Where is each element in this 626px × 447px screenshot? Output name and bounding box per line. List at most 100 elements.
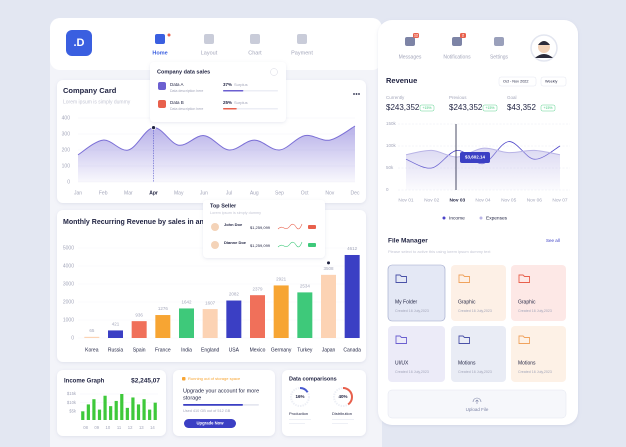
tooltip-label: $3,602.14 [465, 155, 486, 160]
bar [202, 309, 218, 338]
y-tick-label: 2000 [63, 299, 74, 305]
bar-value-label: 2534 [300, 284, 311, 289]
card-title: Data comparisons [289, 376, 337, 382]
item-icon [158, 82, 166, 90]
bar [273, 285, 289, 338]
x-tick-label: Feb [99, 190, 108, 196]
button-label[interactable]: Upgrade Now [197, 421, 225, 426]
progress [223, 90, 244, 92]
x-tick-label: Nov 07 [552, 197, 568, 203]
nav-item[interactable]: Layout [201, 50, 218, 56]
bar [125, 407, 129, 420]
item-note: Surplus [234, 100, 248, 105]
sparkline [277, 241, 303, 248]
x-tick-label: India [181, 347, 192, 353]
x-tick-label: England [201, 347, 220, 353]
folder-icon [458, 274, 470, 283]
stat-value: $43,352 [507, 103, 536, 112]
y-tick-label: $10k [67, 400, 77, 405]
header-label: Messages [399, 54, 422, 60]
avatar [211, 223, 219, 231]
select [498, 76, 537, 87]
nav-item[interactable]: Chart [248, 50, 262, 56]
x-tick-label: Canada [343, 347, 361, 353]
area [78, 126, 355, 182]
x-tick-label: Mar [124, 190, 133, 196]
warning-icon [182, 377, 186, 381]
x-tick-label: Nov 06 [527, 197, 543, 203]
link[interactable]: See all [546, 238, 560, 243]
x-tick-label: Apr [149, 190, 158, 196]
popup [203, 200, 325, 258]
logo-text: .D [74, 37, 85, 49]
select-label: Oct - Nov 2022 [503, 80, 529, 84]
highlight-point [151, 125, 156, 130]
card-value: $2,245,07 [131, 378, 160, 385]
y-tick-label: 0 [67, 179, 70, 185]
y-tick-label: 0 [71, 335, 74, 341]
donut-line [332, 423, 348, 424]
bar-value-label: 421 [112, 322, 120, 327]
change-badge [482, 104, 498, 112]
progress [183, 404, 243, 406]
folder-icon [518, 274, 530, 283]
x-tick-label: 10 [106, 425, 111, 430]
stat-value: $243,352 [449, 103, 483, 112]
seller-amount: $1,259,099 [250, 243, 271, 248]
donut-category: Production [289, 411, 308, 416]
bar [153, 402, 157, 420]
section-subtitle: Please select to active this using lorem… [388, 249, 491, 254]
bar-value-label: 936 [135, 312, 143, 317]
stat-label: Previous [449, 95, 467, 100]
bar-highlight [327, 261, 330, 265]
item-description: Data description here [170, 89, 203, 93]
y-tick-label: 100 [62, 163, 71, 169]
line [405, 147, 561, 158]
bar [148, 409, 152, 420]
right-panel [378, 20, 578, 425]
folder-icon [518, 335, 530, 344]
stat-value: $243,352 [386, 103, 420, 112]
bar [109, 406, 113, 420]
nav-icon [204, 34, 214, 44]
bar-value-label: 2921 [276, 277, 287, 282]
badge-label: 12 [414, 34, 418, 38]
menu-dot [355, 93, 358, 95]
x-tick-label: Spain [133, 347, 146, 353]
y-tick-label: 200 [62, 147, 71, 153]
bar [103, 395, 107, 420]
x-tick-label: Russia [108, 347, 124, 353]
file-tile [451, 265, 506, 321]
file-date: Created 16 July,2023 [395, 370, 429, 374]
change-badge [540, 104, 556, 112]
y-tick-label: 50k [386, 165, 394, 170]
bar [120, 394, 124, 420]
legend-dot [442, 216, 446, 220]
nav-item[interactable]: Payment [291, 50, 313, 56]
y-tick-label: 0 [386, 187, 389, 192]
x-tick-label: Turkey [297, 347, 313, 353]
nav-item[interactable]: Home [152, 50, 167, 56]
storage-title: Upgrade your account for more [183, 388, 259, 394]
x-tick-label: 14 [150, 425, 155, 430]
folder-icon [458, 335, 470, 344]
badge-label: 2 [462, 34, 464, 38]
file-tile [511, 326, 566, 382]
add-button[interactable] [270, 68, 278, 76]
header-icon [494, 37, 504, 46]
bar [321, 274, 336, 338]
seller-amount: $1,259,099 [250, 225, 271, 230]
line [77, 125, 356, 156]
header-label: Settings [490, 54, 509, 60]
menu-dot [353, 93, 355, 95]
section-title: File Manager [388, 238, 428, 245]
avatar-body [535, 54, 553, 58]
tooltip [460, 152, 490, 163]
avatar [211, 241, 219, 249]
file-date: Created 16 July,2023 [458, 370, 492, 374]
bar [179, 308, 194, 338]
bar-value-label: 1607 [205, 300, 216, 305]
seller-name: Dianne Doe [224, 240, 247, 245]
x-tick-label: Aug [250, 190, 259, 196]
